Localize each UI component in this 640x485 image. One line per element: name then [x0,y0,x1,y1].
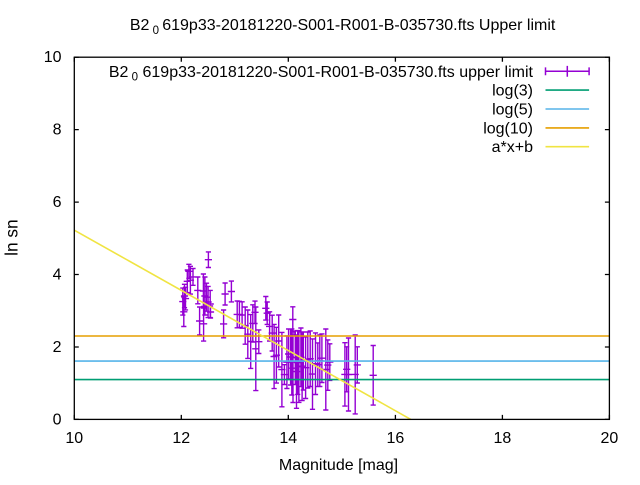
svg-text:14: 14 [279,430,297,447]
svg-text:B2 0 619p33-20181220-S001-R001: B2 0 619p33-20181220-S001-R001-B-035730.… [109,64,534,84]
svg-text:8: 8 [53,122,62,139]
svg-text:2: 2 [53,339,62,356]
svg-text:Magnitude [mag]: Magnitude [mag] [279,457,398,474]
svg-text:12: 12 [172,430,190,447]
svg-text:log(5): log(5) [492,102,533,119]
svg-text:20: 20 [601,430,619,447]
svg-text:6: 6 [53,194,62,211]
svg-text:ln sn: ln sn [2,219,22,256]
svg-text:a*x+b: a*x+b [492,139,533,156]
svg-text:B2 0 619p33-20181220-S001-R001: B2 0 619p33-20181220-S001-R001-B-035730.… [130,17,556,37]
svg-text:0: 0 [53,411,62,428]
svg-text:10: 10 [44,49,62,66]
svg-text:4: 4 [53,266,62,283]
svg-text:18: 18 [494,430,512,447]
svg-text:log(3): log(3) [492,83,533,100]
svg-text:log(10): log(10) [483,120,533,137]
svg-text:16: 16 [387,430,405,447]
svg-text:10: 10 [65,430,83,447]
